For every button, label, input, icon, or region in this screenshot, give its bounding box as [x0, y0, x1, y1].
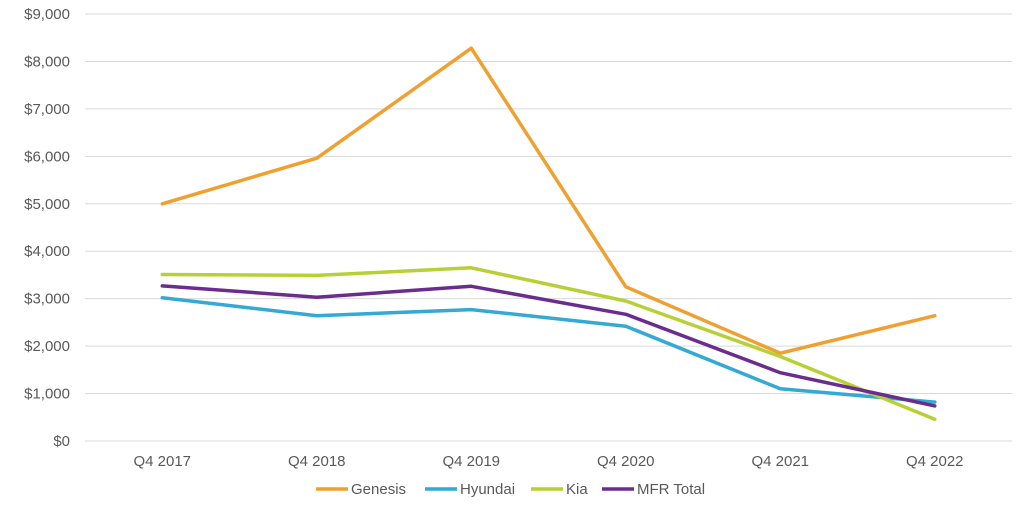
- y-tick-label: $8,000: [24, 53, 70, 70]
- x-tick-label: Q4 2018: [288, 453, 346, 470]
- y-tick-label: $4,000: [24, 243, 70, 260]
- y-tick-label: $6,000: [24, 148, 70, 165]
- x-tick-label: Q4 2019: [442, 453, 500, 470]
- legend-label: Kia: [566, 481, 588, 498]
- y-tick-label: $9,000: [24, 6, 70, 23]
- series-line-kia: [160, 266, 937, 421]
- y-tick-label: $3,000: [24, 291, 70, 308]
- legend-item-kia: Kia: [531, 481, 588, 498]
- y-tick-label: $7,000: [24, 101, 70, 118]
- x-tick-label: Q4 2020: [597, 453, 655, 470]
- legend-label: MFR Total: [637, 481, 705, 498]
- x-tick-label: Q4 2021: [751, 453, 809, 470]
- legend-item-genesis: Genesis: [316, 481, 406, 498]
- x-tick-label: Q4 2017: [133, 453, 191, 470]
- y-tick-label: $0: [53, 433, 70, 450]
- legend: Genesis Hyundai Kia MFR Total: [316, 481, 705, 498]
- x-axis-ticks: Q4 2017 Q4 2018 Q4 2019 Q4 2020 Q4 2021 Q4 20…: [133, 453, 963, 470]
- y-axis-ticks: $0 $1,000 $2,000 $3,000 $4,000 $5,000 $6,000 $7…: [24, 6, 70, 450]
- legend-item-mfr-total: MFR Total: [602, 481, 705, 498]
- legend-label: Genesis: [351, 481, 406, 498]
- legend-label: Hyundai: [460, 481, 515, 498]
- y-tick-label: $5,000: [24, 196, 70, 213]
- series-line-genesis: [160, 46, 937, 355]
- x-tick-label: Q4 2022: [906, 453, 964, 470]
- y-tick-label: $1,000: [24, 386, 70, 403]
- series-lines: [160, 46, 937, 421]
- y-tick-label: $2,000: [24, 338, 70, 355]
- series-line-mfr-total: [160, 284, 937, 408]
- legend-item-hyundai: Hyundai: [425, 481, 515, 498]
- gridlines: [85, 13, 1012, 442]
- series-line-hyundai: [160, 295, 937, 404]
